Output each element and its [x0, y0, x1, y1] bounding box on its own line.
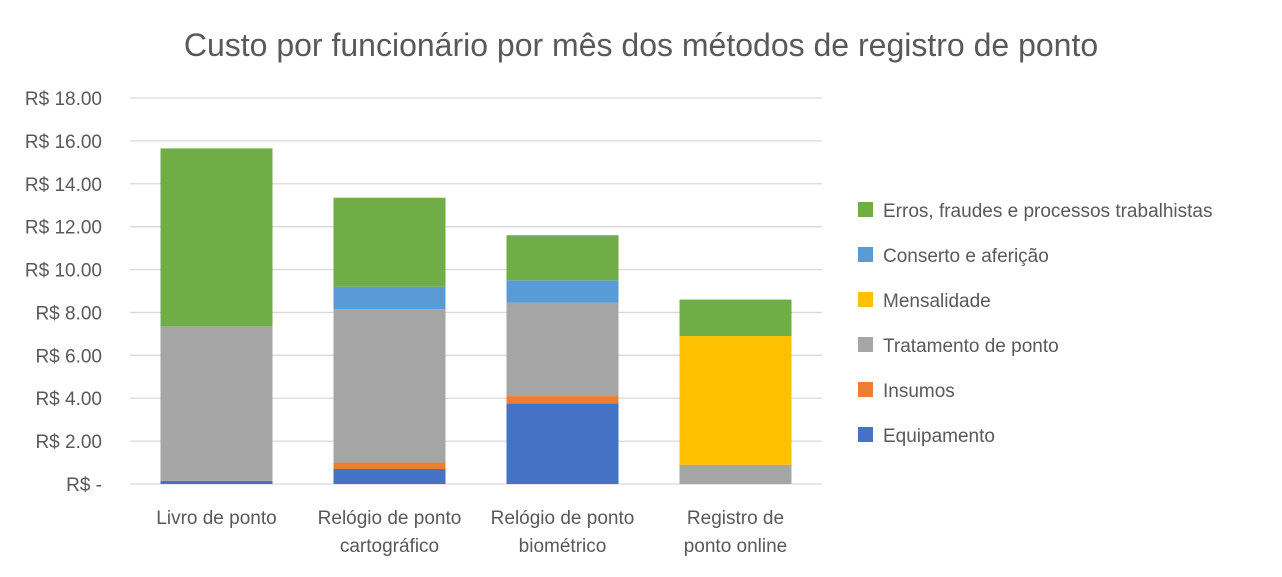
- legend-swatch: [858, 427, 873, 442]
- bar-segment: [506, 302, 619, 397]
- x-tick-label: cartográfico: [340, 536, 439, 557]
- y-tick-label: R$ 16.00: [25, 132, 102, 153]
- legend-swatch: [858, 202, 873, 217]
- y-tick-label: R$ 2.00: [35, 432, 102, 453]
- x-tick-label: biométrico: [519, 536, 607, 557]
- bar-segment: [506, 280, 619, 303]
- x-axis: Livro de ponto Relógio de ponto cartográfi…: [156, 508, 787, 557]
- y-tick-label: R$ -: [66, 475, 102, 496]
- y-axis: R$ - R$ 2.00 R$ 4.00 R$ 6.00 R$ 8.00 R$ 10.00…: [25, 89, 102, 496]
- bar-segment: [506, 396, 619, 404]
- legend-label: Erros, fraudes e processos trabalhistas: [883, 201, 1213, 222]
- y-tick-label: R$ 8.00: [35, 303, 102, 324]
- bar-segment: [333, 197, 446, 287]
- bar-segment: [679, 299, 792, 337]
- bar-segment: [679, 464, 792, 484]
- bar-segment: [160, 326, 273, 481]
- x-tick-label: Registro de: [687, 508, 784, 529]
- legend-label: Tratamento de ponto: [883, 336, 1059, 357]
- bar-segment: [333, 309, 446, 463]
- legend-label: Equipamento: [883, 426, 995, 447]
- y-tick-label: R$ 6.00: [35, 346, 102, 367]
- y-tick-label: R$ 18.00: [25, 89, 102, 110]
- y-tick-label: R$ 4.00: [35, 389, 102, 410]
- bar-segment: [506, 403, 619, 484]
- bar-segment: [679, 336, 792, 465]
- bar-segment: [160, 480, 273, 484]
- bar-segment: [506, 235, 619, 281]
- bar-segment: [160, 148, 273, 327]
- bar-segment: [333, 462, 446, 469]
- x-tick-label: ponto online: [684, 536, 788, 557]
- chart-title: Custo por funcionário por mês dos método…: [184, 27, 1098, 63]
- legend-label: Mensalidade: [883, 291, 991, 312]
- legend-label: Conserto e aferição: [883, 246, 1049, 267]
- bar-segment: [333, 468, 446, 484]
- legend: Erros, fraudes e processos trabalhistas C…: [858, 201, 1213, 447]
- x-tick-label: Livro de ponto: [156, 508, 276, 529]
- legend-swatch: [858, 247, 873, 262]
- y-tick-label: R$ 14.00: [25, 175, 102, 196]
- legend-swatch: [858, 292, 873, 307]
- legend-label: Insumos: [883, 381, 955, 402]
- y-tick-label: R$ 10.00: [25, 261, 102, 282]
- legend-swatch: [858, 337, 873, 352]
- y-tick-label: R$ 12.00: [25, 218, 102, 239]
- x-tick-label: Relógio de ponto: [318, 508, 462, 529]
- x-tick-label: Relógio de ponto: [491, 508, 635, 529]
- legend-swatch: [858, 382, 873, 397]
- bars: [160, 148, 792, 484]
- bar-segment: [333, 286, 446, 310]
